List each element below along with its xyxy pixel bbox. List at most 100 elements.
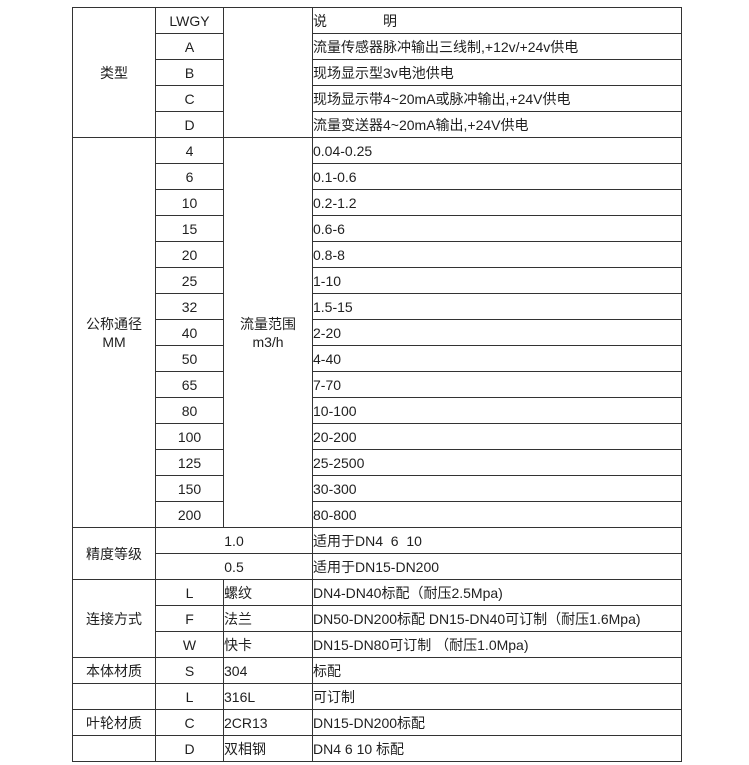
material-desc-cell: 可订制 xyxy=(312,683,682,710)
section-label-accuracy: 精度等级 xyxy=(72,527,156,580)
section-label-diameter: 公称通径 MM xyxy=(72,137,156,528)
range-cell: 1.5-15 xyxy=(312,293,682,320)
table-row: D 双相钢 DN4 6 10 标配 xyxy=(72,735,682,762)
table-row: 公称通径 MM 4 流量范围 m3/h 0.04-0.25 xyxy=(72,137,682,528)
accuracy-value-cell: 0.5 xyxy=(155,553,313,580)
size-cell: 20 xyxy=(155,241,224,268)
section-label-connection: 连接方式 xyxy=(72,579,156,658)
connection-code-cell: L xyxy=(155,579,224,606)
empty-cell xyxy=(223,7,313,138)
connection-name-cell: 法兰 xyxy=(223,605,313,632)
material-name-cell: 316L xyxy=(223,683,313,710)
type-desc-cell: 现场显示型3v电池供电 xyxy=(312,59,682,86)
table-row: 本体材质 S 304 标配 xyxy=(72,657,682,684)
spec-table: 类型 LWGY 说 明 A 流量传感器脉冲输出三线制,+12v/+24v供电 B… xyxy=(72,7,682,762)
table-row: 32 1.5-15 xyxy=(73,293,682,320)
accuracy-desc-cell: 适用于DN4 6 10 xyxy=(312,527,682,554)
range-cell: 0.6-6 xyxy=(312,215,682,242)
type-desc-cell: 流量变送器4~20mA输出,+24V供电 xyxy=(312,111,682,138)
material-desc-cell: DN4 6 10 标配 xyxy=(312,735,682,762)
connection-code-cell: W xyxy=(155,631,224,658)
material-name-cell: 304 xyxy=(223,657,313,684)
range-cell: 2-20 xyxy=(312,319,682,346)
table-row: B 现场显示型3v电池供电 xyxy=(73,59,682,86)
table-row: 10 0.2-1.2 xyxy=(73,189,682,216)
size-cell: 32 xyxy=(155,293,224,320)
range-cell: 4-40 xyxy=(312,345,682,372)
table-row: 100 20-200 xyxy=(73,423,682,450)
table-row: C 现场显示带4~20mA或脉冲输出,+24V供电 xyxy=(73,85,682,112)
connection-name-cell: 螺纹 xyxy=(223,579,313,606)
table-row: 0.5 适用于DN15-DN200 xyxy=(73,553,682,580)
connection-desc-cell: DN50-DN200标配 DN15-DN40可订制（耐压1.6Mpa) xyxy=(312,605,682,632)
size-cell: 40 xyxy=(155,319,224,346)
material-name-cell: 双相钢 xyxy=(223,735,313,762)
size-cell: 65 xyxy=(155,371,224,398)
size-cell: 4 xyxy=(155,137,224,164)
flow-range-label: 流量范围 m3/h xyxy=(223,137,313,528)
connection-code-cell: F xyxy=(155,605,224,632)
table-row: 40 2-20 xyxy=(73,319,682,346)
table-row: 精度等级 1.0 适用于DN4 6 10 xyxy=(72,527,682,580)
type-code-cell: D xyxy=(155,111,224,138)
table-row: 200 80-800 xyxy=(73,501,682,528)
size-cell: 200 xyxy=(155,501,224,528)
accuracy-desc-cell: 适用于DN15-DN200 xyxy=(312,553,682,580)
size-cell: 125 xyxy=(155,449,224,476)
table-row: 叶轮材质 C 2CR13 DN15-DN200标配 xyxy=(72,709,682,736)
table-row: W 快卡 DN15-DN80可订制 （耐压1.0Mpa) xyxy=(73,631,682,658)
range-cell: 7-70 xyxy=(312,371,682,398)
material-code-cell: L xyxy=(155,683,224,710)
table-row: 25 1-10 xyxy=(73,267,682,294)
connection-desc-cell: DN4-DN40标配（耐压2.5Mpa) xyxy=(312,579,682,606)
section-label-type: 类型 xyxy=(72,7,156,138)
range-cell: 0.1-0.6 xyxy=(312,163,682,190)
range-cell: 0.8-8 xyxy=(312,241,682,268)
range-cell: 30-300 xyxy=(312,475,682,502)
size-cell: 6 xyxy=(155,163,224,190)
table-row: 125 25-2500 xyxy=(73,449,682,476)
material-desc-cell: 标配 xyxy=(312,657,682,684)
connection-desc-cell: DN15-DN80可订制 （耐压1.0Mpa) xyxy=(312,631,682,658)
connection-name-cell: 快卡 xyxy=(223,631,313,658)
table-row: 80 10-100 xyxy=(73,397,682,424)
range-cell: 80-800 xyxy=(312,501,682,528)
accuracy-value-cell: 1.0 xyxy=(155,527,313,554)
empty-cell xyxy=(72,683,156,710)
material-code-cell: D xyxy=(155,735,224,762)
type-desc-cell: 流量传感器脉冲输出三线制,+12v/+24v供电 xyxy=(312,33,682,60)
material-desc-cell: DN15-DN200标配 xyxy=(312,709,682,736)
range-cell: 0.2-1.2 xyxy=(312,189,682,216)
size-cell: 15 xyxy=(155,215,224,242)
range-cell: 0.04-0.25 xyxy=(312,137,682,164)
range-cell: 25-2500 xyxy=(312,449,682,476)
size-cell: 10 xyxy=(155,189,224,216)
header-description-cell: 说 明 xyxy=(312,7,682,34)
type-desc-cell: 现场显示带4~20mA或脉冲输出,+24V供电 xyxy=(312,85,682,112)
range-cell: 1-10 xyxy=(312,267,682,294)
range-cell: 10-100 xyxy=(312,397,682,424)
header-code-cell: LWGY xyxy=(155,7,224,34)
table-row: 20 0.8-8 xyxy=(73,241,682,268)
table-row: D 流量变送器4~20mA输出,+24V供电 xyxy=(73,111,682,138)
table-row: L 316L 可订制 xyxy=(72,683,682,710)
size-cell: 100 xyxy=(155,423,224,450)
range-cell: 20-200 xyxy=(312,423,682,450)
type-code-cell: B xyxy=(155,59,224,86)
size-cell: 150 xyxy=(155,475,224,502)
size-cell: 25 xyxy=(155,267,224,294)
type-code-cell: C xyxy=(155,85,224,112)
size-cell: 50 xyxy=(155,345,224,372)
table-row: 50 4-40 xyxy=(73,345,682,372)
material-code-cell: C xyxy=(155,709,224,736)
size-cell: 80 xyxy=(155,397,224,424)
empty-cell xyxy=(72,735,156,762)
material-name-cell: 2CR13 xyxy=(223,709,313,736)
table-row: F 法兰 DN50-DN200标配 DN15-DN40可订制（耐压1.6Mpa) xyxy=(73,605,682,632)
material-code-cell: S xyxy=(155,657,224,684)
type-code-cell: A xyxy=(155,33,224,60)
table-row: 6 0.1-0.6 xyxy=(73,163,682,190)
section-label-impeller-material: 叶轮材质 xyxy=(72,709,156,736)
table-row: 65 7-70 xyxy=(73,371,682,398)
